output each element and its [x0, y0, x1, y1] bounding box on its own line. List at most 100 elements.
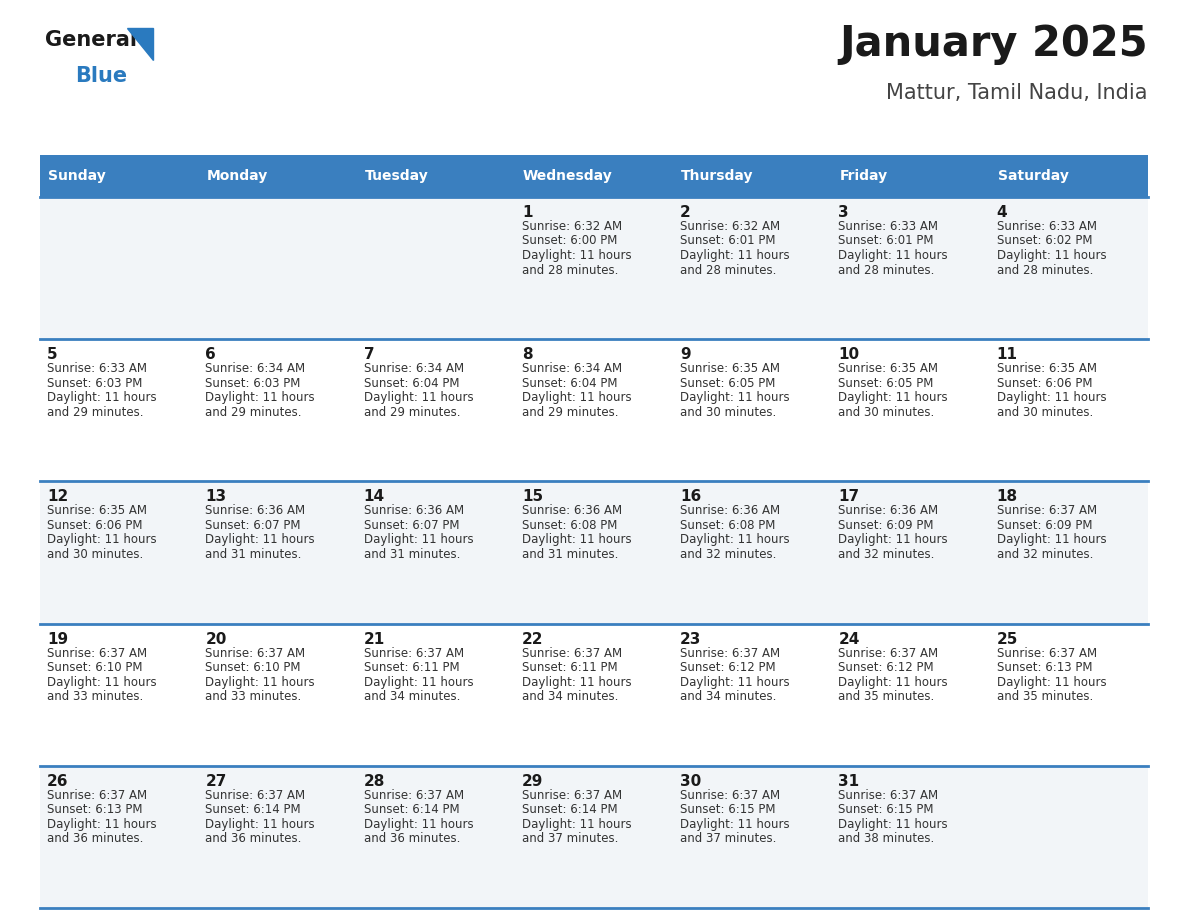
- Text: and 28 minutes.: and 28 minutes.: [839, 263, 935, 276]
- Text: and 36 minutes.: and 36 minutes.: [48, 833, 144, 845]
- Text: 6: 6: [206, 347, 216, 363]
- Text: Sunrise: 6:36 AM: Sunrise: 6:36 AM: [681, 504, 781, 518]
- Text: Sunset: 6:00 PM: Sunset: 6:00 PM: [522, 234, 618, 248]
- Text: Sunset: 6:07 PM: Sunset: 6:07 PM: [206, 519, 301, 532]
- Text: and 30 minutes.: and 30 minutes.: [839, 406, 935, 419]
- Text: Daylight: 11 hours: Daylight: 11 hours: [364, 391, 473, 404]
- Text: Sunrise: 6:37 AM: Sunrise: 6:37 AM: [206, 646, 305, 660]
- Text: Daylight: 11 hours: Daylight: 11 hours: [48, 533, 157, 546]
- Text: Thursday: Thursday: [681, 169, 753, 183]
- Text: Sunday: Sunday: [48, 169, 106, 183]
- Text: Sunrise: 6:35 AM: Sunrise: 6:35 AM: [997, 363, 1097, 375]
- Text: and 33 minutes.: and 33 minutes.: [48, 690, 144, 703]
- Text: 4: 4: [997, 205, 1007, 220]
- Text: Daylight: 11 hours: Daylight: 11 hours: [206, 533, 315, 546]
- Text: and 37 minutes.: and 37 minutes.: [681, 833, 777, 845]
- Text: Daylight: 11 hours: Daylight: 11 hours: [522, 533, 632, 546]
- Text: Sunset: 6:03 PM: Sunset: 6:03 PM: [48, 376, 143, 390]
- Text: 22: 22: [522, 632, 543, 646]
- Text: Wednesday: Wednesday: [523, 169, 613, 183]
- Text: Sunrise: 6:37 AM: Sunrise: 6:37 AM: [997, 504, 1097, 518]
- Text: Sunrise: 6:33 AM: Sunrise: 6:33 AM: [48, 363, 147, 375]
- Text: and 38 minutes.: and 38 minutes.: [839, 833, 935, 845]
- Bar: [40, 155, 1148, 197]
- Text: 11: 11: [997, 347, 1018, 363]
- Text: Friday: Friday: [840, 169, 887, 183]
- Text: January 2025: January 2025: [840, 23, 1148, 65]
- Text: 2: 2: [681, 205, 691, 220]
- Text: and 36 minutes.: and 36 minutes.: [206, 833, 302, 845]
- Text: Saturday: Saturday: [998, 169, 1068, 183]
- Text: Mattur, Tamil Nadu, India: Mattur, Tamil Nadu, India: [886, 83, 1148, 103]
- Text: Sunrise: 6:37 AM: Sunrise: 6:37 AM: [48, 789, 147, 801]
- Text: Sunset: 6:08 PM: Sunset: 6:08 PM: [681, 519, 776, 532]
- Text: Sunset: 6:02 PM: Sunset: 6:02 PM: [997, 234, 1092, 248]
- Text: and 30 minutes.: and 30 minutes.: [48, 548, 144, 561]
- Text: and 32 minutes.: and 32 minutes.: [839, 548, 935, 561]
- Text: and 33 minutes.: and 33 minutes.: [206, 690, 302, 703]
- Bar: [40, 197, 1148, 339]
- Text: 3: 3: [839, 205, 849, 220]
- Text: Daylight: 11 hours: Daylight: 11 hours: [839, 391, 948, 404]
- Text: Sunrise: 6:37 AM: Sunrise: 6:37 AM: [364, 646, 463, 660]
- Text: Sunrise: 6:33 AM: Sunrise: 6:33 AM: [839, 220, 939, 233]
- Text: and 34 minutes.: and 34 minutes.: [681, 690, 777, 703]
- Text: Daylight: 11 hours: Daylight: 11 hours: [997, 391, 1106, 404]
- Text: Monday: Monday: [207, 169, 267, 183]
- Text: Sunrise: 6:37 AM: Sunrise: 6:37 AM: [997, 646, 1097, 660]
- Text: Sunrise: 6:37 AM: Sunrise: 6:37 AM: [206, 789, 305, 801]
- Text: 15: 15: [522, 489, 543, 504]
- Text: Sunset: 6:01 PM: Sunset: 6:01 PM: [839, 234, 934, 248]
- Text: Daylight: 11 hours: Daylight: 11 hours: [364, 676, 473, 688]
- Text: 19: 19: [48, 632, 68, 646]
- Text: Sunset: 6:03 PM: Sunset: 6:03 PM: [206, 376, 301, 390]
- Text: Sunset: 6:07 PM: Sunset: 6:07 PM: [364, 519, 459, 532]
- Text: 16: 16: [681, 489, 701, 504]
- Text: Sunrise: 6:35 AM: Sunrise: 6:35 AM: [681, 363, 781, 375]
- Text: 5: 5: [48, 347, 58, 363]
- Text: Sunset: 6:05 PM: Sunset: 6:05 PM: [681, 376, 776, 390]
- Text: 21: 21: [364, 632, 385, 646]
- Text: 31: 31: [839, 774, 860, 789]
- Text: and 32 minutes.: and 32 minutes.: [681, 548, 777, 561]
- Text: Sunset: 6:14 PM: Sunset: 6:14 PM: [364, 803, 460, 816]
- Text: 9: 9: [681, 347, 690, 363]
- Text: Sunset: 6:10 PM: Sunset: 6:10 PM: [48, 661, 143, 674]
- Text: and 28 minutes.: and 28 minutes.: [522, 263, 618, 276]
- Text: Sunset: 6:10 PM: Sunset: 6:10 PM: [206, 661, 301, 674]
- Text: and 35 minutes.: and 35 minutes.: [997, 690, 1093, 703]
- Text: Daylight: 11 hours: Daylight: 11 hours: [364, 533, 473, 546]
- Text: and 28 minutes.: and 28 minutes.: [681, 263, 777, 276]
- Text: 26: 26: [48, 774, 69, 789]
- Text: Sunrise: 6:35 AM: Sunrise: 6:35 AM: [839, 363, 939, 375]
- Text: and 37 minutes.: and 37 minutes.: [522, 833, 618, 845]
- Text: and 34 minutes.: and 34 minutes.: [364, 690, 460, 703]
- Text: 17: 17: [839, 489, 860, 504]
- Text: Daylight: 11 hours: Daylight: 11 hours: [522, 249, 632, 262]
- Text: 7: 7: [364, 347, 374, 363]
- Text: and 30 minutes.: and 30 minutes.: [997, 406, 1093, 419]
- Text: 1: 1: [522, 205, 532, 220]
- Text: Sunset: 6:12 PM: Sunset: 6:12 PM: [839, 661, 934, 674]
- Text: Daylight: 11 hours: Daylight: 11 hours: [997, 249, 1106, 262]
- Text: and 31 minutes.: and 31 minutes.: [364, 548, 460, 561]
- Text: Daylight: 11 hours: Daylight: 11 hours: [48, 818, 157, 831]
- Text: Sunset: 6:11 PM: Sunset: 6:11 PM: [364, 661, 460, 674]
- Text: Sunrise: 6:35 AM: Sunrise: 6:35 AM: [48, 504, 147, 518]
- Text: Daylight: 11 hours: Daylight: 11 hours: [997, 533, 1106, 546]
- Text: General: General: [45, 30, 137, 50]
- Text: Sunset: 6:04 PM: Sunset: 6:04 PM: [522, 376, 618, 390]
- Bar: [40, 339, 1148, 481]
- Text: Daylight: 11 hours: Daylight: 11 hours: [839, 676, 948, 688]
- Text: Daylight: 11 hours: Daylight: 11 hours: [839, 249, 948, 262]
- Text: Sunrise: 6:33 AM: Sunrise: 6:33 AM: [997, 220, 1097, 233]
- Text: and 36 minutes.: and 36 minutes.: [364, 833, 460, 845]
- Text: Sunset: 6:11 PM: Sunset: 6:11 PM: [522, 661, 618, 674]
- Text: and 30 minutes.: and 30 minutes.: [681, 406, 777, 419]
- Text: Daylight: 11 hours: Daylight: 11 hours: [522, 391, 632, 404]
- Text: 20: 20: [206, 632, 227, 646]
- Text: Daylight: 11 hours: Daylight: 11 hours: [522, 818, 632, 831]
- Text: 27: 27: [206, 774, 227, 789]
- Text: Sunset: 6:08 PM: Sunset: 6:08 PM: [522, 519, 618, 532]
- Text: and 29 minutes.: and 29 minutes.: [364, 406, 460, 419]
